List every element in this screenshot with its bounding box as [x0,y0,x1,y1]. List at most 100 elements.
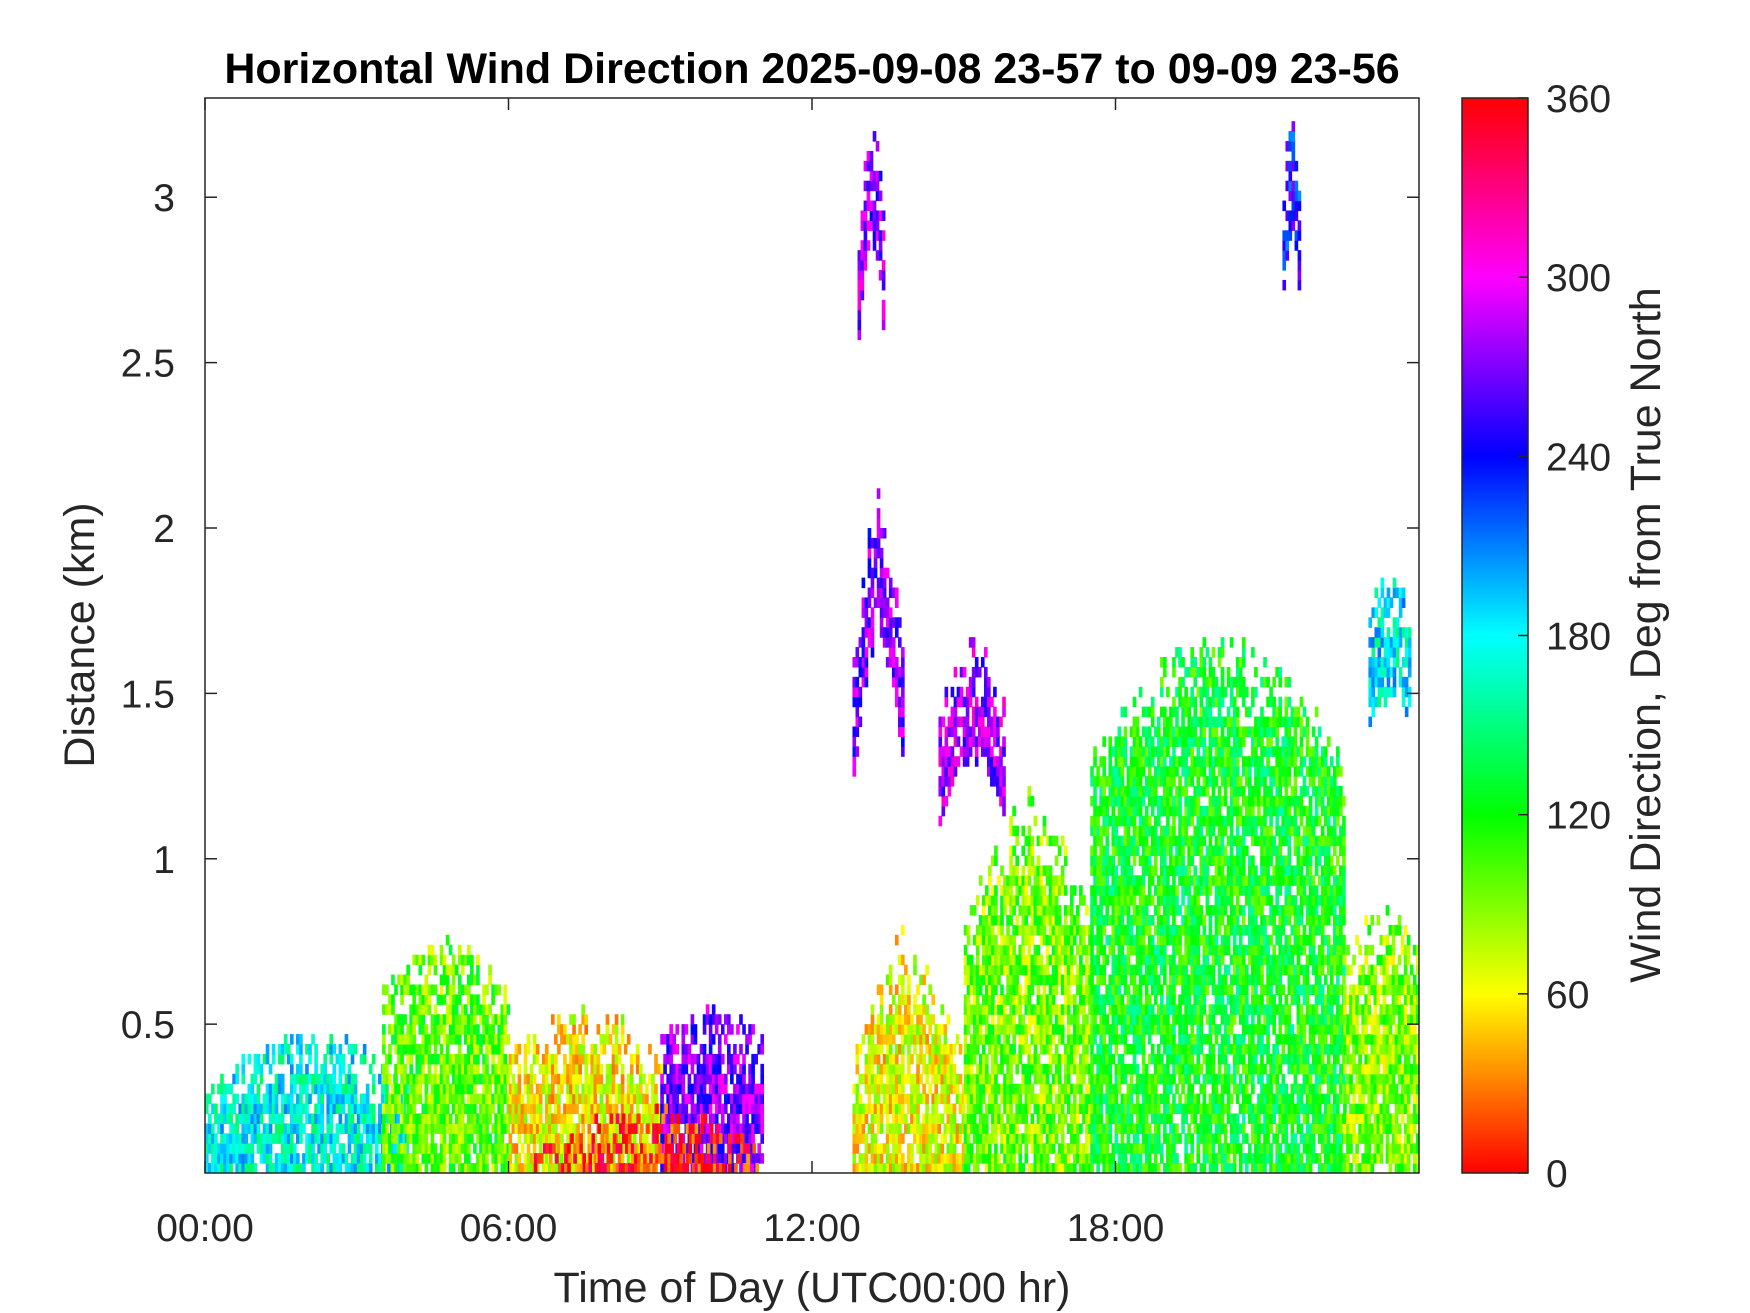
heatmap-cell [403,984,407,995]
heatmap-cell [217,1083,221,1095]
heatmap-cell [663,1083,667,1095]
heatmap-cell [1169,1024,1173,1035]
heatmap-cell [937,1073,942,1085]
heatmap-cell [943,1083,948,1095]
heatmap-cell [1105,815,1110,827]
heatmap-cell [1117,974,1122,986]
heatmap-cell [1054,1153,1059,1164]
heatmap-cell [1147,1004,1152,1015]
heatmap-cell [608,1123,613,1134]
heatmap-cell [1045,1093,1050,1105]
heatmap-cell [445,1083,450,1095]
heatmap-cell [1036,1093,1041,1105]
heatmap-cell [427,1153,432,1164]
heatmap-cell [733,1113,737,1124]
heatmap-cell [500,1113,505,1124]
heatmap-cell [424,1053,429,1065]
heatmap-cell [523,1063,528,1075]
heatmap-cell [1090,1014,1094,1025]
heatmap-cell [1150,1044,1155,1055]
heatmap-cell [1144,924,1149,936]
heatmap-cell [1018,1093,1023,1105]
heatmap-cell [991,1083,995,1095]
heatmap-cell [1150,964,1155,976]
heatmap-cell [1093,895,1097,906]
heatmap-cell [1000,1024,1004,1035]
heatmap-cell [463,984,468,995]
heatmap-cell [1024,994,1029,1005]
heatmap-cell [978,1073,983,1085]
heatmap-cell [1024,924,1029,936]
heatmap-cell [1144,944,1149,956]
heatmap-cell [861,1133,866,1144]
heatmap-cell [1132,835,1137,847]
heatmap-cell [470,1123,474,1134]
heatmap-cell [532,1103,537,1115]
heatmap-cell [569,1163,573,1173]
heatmap-cell [623,1044,628,1055]
heatmap-cell [1039,1083,1044,1095]
heatmap-cell [966,1024,971,1035]
heatmap-cell [323,1063,327,1075]
heatmap-cell [1073,1153,1077,1164]
heatmap-cell [439,1063,444,1075]
heatmap-cell [1009,895,1013,906]
heatmap-cell [715,1123,720,1134]
heatmap-cell [1036,1113,1041,1124]
heatmap-cell [305,1103,309,1115]
heatmap-cell [405,1143,409,1154]
heatmap-cell [526,1073,531,1085]
heatmap-cell [736,1083,740,1095]
heatmap-cell [1099,1083,1103,1095]
heatmap-cell [688,1153,693,1164]
heatmap-cell [910,1024,914,1035]
heatmap-cell [491,984,495,995]
heatmap-cell [855,1103,860,1115]
heatmap-cell [1147,1034,1152,1045]
heatmap-cell [1042,815,1047,827]
heatmap-cell [508,1113,513,1124]
heatmap-cell [1172,657,1176,668]
heatmap-cell [949,1123,954,1134]
heatmap-cell [1108,815,1113,827]
heatmap-cell [1166,994,1170,1005]
heatmap-cell [991,924,995,936]
heatmap-cell [1138,1083,1143,1095]
heatmap-cell [409,1044,413,1055]
heatmap-cell [241,1113,246,1124]
heatmap-cell [271,1163,276,1173]
heatmap-cell [1085,1053,1089,1065]
heatmap-cell [1085,974,1089,986]
heatmap-cell [572,1073,576,1085]
heatmap-cell [910,1163,914,1173]
heatmap-cell [1088,974,1092,986]
heatmap-cell [1120,915,1125,926]
heatmap-cell [1015,924,1019,936]
heatmap-cell [1066,984,1071,995]
heatmap-cell [1166,1004,1170,1015]
heatmap-cell [418,964,423,976]
heatmap-cell [1153,825,1158,837]
heatmap-cell [1069,924,1074,936]
heatmap-cell [1000,1053,1004,1065]
heatmap-cell [1153,1163,1158,1173]
heatmap-cell [655,1123,659,1134]
heatmap-cell [1114,865,1119,876]
heatmap-cell [1166,805,1170,817]
heatmap-cell [639,1073,643,1085]
heatmap-cell [1120,924,1125,936]
heatmap-cell [368,1153,373,1164]
heatmap-cell [1045,835,1050,847]
heatmap-cell [617,1093,622,1105]
heatmap-cell [457,1014,462,1025]
heatmap-cell [660,1143,664,1154]
heatmap-cell [463,1073,468,1085]
heatmap-cell [1175,974,1179,986]
heatmap-cell [1169,855,1173,866]
heatmap-cell [382,1103,386,1115]
heatmap-cell [274,1103,279,1115]
heatmap-cell [1117,1004,1122,1015]
heatmap-cell [1039,1073,1044,1085]
heatmap-cell [560,1153,564,1164]
heatmap-cell [1088,1133,1092,1144]
